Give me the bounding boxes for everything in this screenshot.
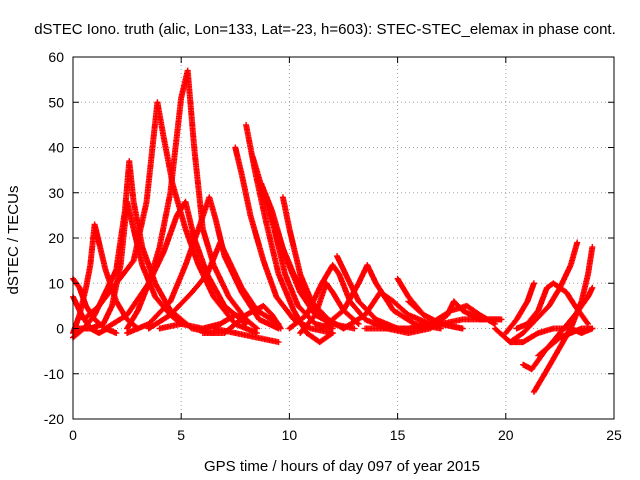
y-tick-label: 10 (48, 275, 64, 291)
plus-markers (502, 280, 537, 336)
y-tick-label: -20 (44, 411, 64, 427)
y-axis-label: dSTEC / TECUs (5, 186, 22, 295)
chart-title: dSTEC Iono. truth (alic, Lon=133, Lat=-2… (34, 21, 616, 38)
y-tick-labels: -20 -10 0 10 20 30 40 50 60 (44, 49, 64, 427)
satellite-arc (156, 311, 260, 332)
x-tick-label: 20 (498, 427, 514, 443)
satellite-arc (232, 144, 336, 337)
plus-markers (340, 289, 434, 332)
satellite-arc (535, 325, 596, 359)
plus-markers (232, 144, 336, 337)
x-tick-label: 25 (606, 427, 622, 443)
plus-markers (286, 262, 390, 332)
plus-markers (416, 316, 505, 332)
y-tick-label: 50 (48, 94, 64, 110)
satellite-arc (513, 280, 592, 332)
x-axis-label: GPS time / hours of day 097 of year 2015 (204, 458, 480, 475)
y-tick-label: -10 (44, 366, 64, 382)
x-tick-label: 0 (69, 427, 77, 443)
tick-marks (72, 56, 615, 420)
y-tick-label: 20 (48, 230, 64, 246)
y-tick-label: 0 (56, 321, 64, 337)
satellite-arc (416, 316, 505, 332)
satellite-arc (502, 280, 537, 336)
x-tick-label: 5 (177, 427, 185, 443)
plus-markers (535, 325, 596, 359)
plus-markers (156, 311, 260, 332)
x-tick-labels: 0 5 10 15 20 25 (69, 427, 622, 443)
satellite-arc (210, 325, 282, 346)
y-tick-label: 60 (48, 49, 64, 65)
x-tick-label: 10 (282, 427, 298, 443)
y-tick-label: 40 (48, 140, 64, 156)
satellite-arc (286, 262, 390, 332)
plus-markers (513, 280, 592, 332)
x-tick-label: 15 (390, 427, 406, 443)
y-tick-label: 30 (48, 185, 64, 201)
plus-markers (210, 325, 282, 346)
satellite-arc (340, 289, 434, 332)
data-series (70, 67, 596, 395)
